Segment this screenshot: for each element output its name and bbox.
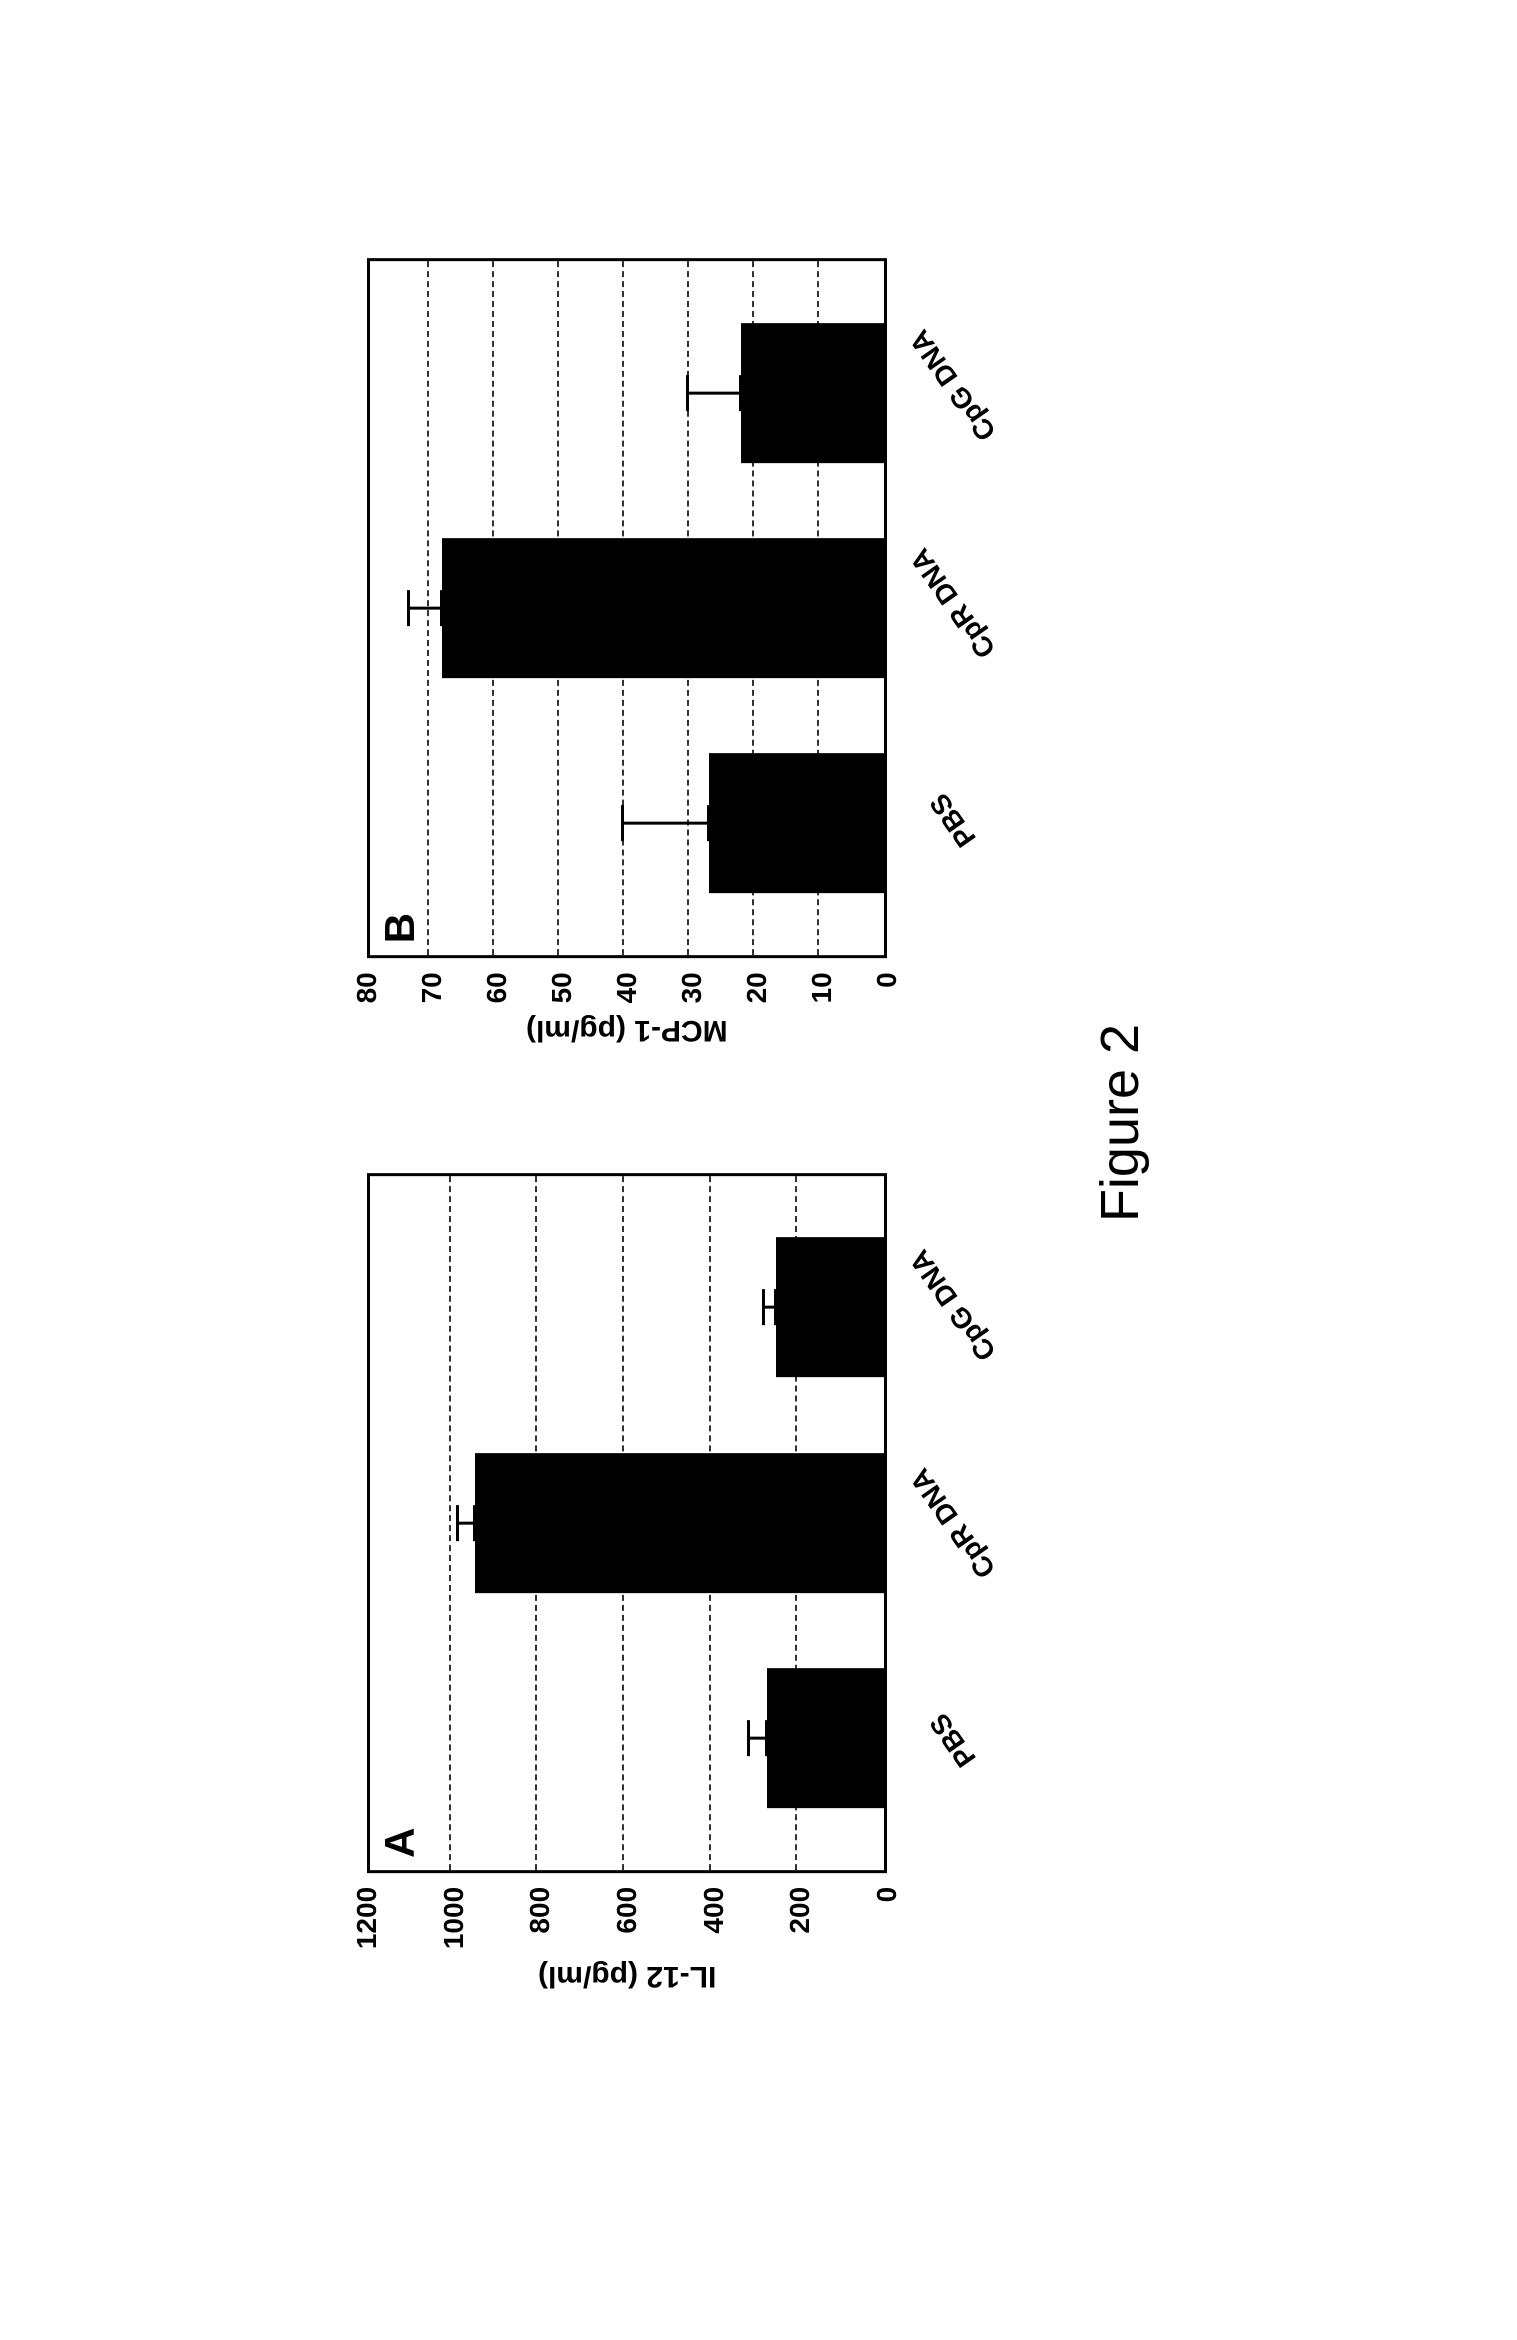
error-bar-cap: [440, 590, 443, 626]
chart-a-x-labels-container: PBSCpR DNACpG DNA: [887, 1173, 969, 1993]
chart-b-x-labels: PBSCpR DNACpG DNA: [937, 253, 969, 953]
error-bar-cap: [472, 1505, 475, 1541]
spacer: [887, 1893, 969, 1993]
bar: [767, 1668, 884, 1808]
y-tick-label: 200: [784, 1879, 816, 1934]
y-tick-label: 40: [611, 964, 643, 1003]
bar: [775, 1238, 883, 1378]
y-tick-label: 600: [610, 1879, 642, 1934]
chart-b-y-axis: 80706050403020100: [367, 964, 887, 1003]
y-tick-label: 10: [806, 964, 838, 1003]
y-tick-label: 400: [697, 1879, 729, 1934]
chart-a-bars: [370, 1176, 884, 1870]
chart-b-x-labels-container: PBSCpR DNACpG DNA: [887, 253, 969, 1053]
chart-b-body: MCP-1 (pg/ml) 80706050403020100 B: [367, 258, 887, 1047]
chart-b-plot-area: B: [367, 258, 887, 958]
error-bar-cap: [621, 806, 624, 842]
chart-a-plot-area: A: [367, 1173, 887, 1873]
spacer: [887, 953, 969, 1053]
y-tick-label: 80: [351, 964, 383, 1003]
error-bar-cap: [706, 806, 709, 842]
error-bar-cap: [761, 1290, 764, 1326]
chart-a-y-axis: 120010008006004002000: [367, 1879, 887, 1949]
error-bar-cap: [765, 1720, 768, 1756]
y-tick-label: 30: [676, 964, 708, 1003]
x-axis-label: CpR DNA: [899, 537, 1006, 670]
error-bar-cap: [686, 375, 689, 411]
error-bar-cap: [456, 1505, 459, 1541]
error-bar: [689, 392, 741, 395]
y-tick-label: 50: [546, 964, 578, 1003]
y-tick-label: 1000: [437, 1879, 469, 1949]
bar: [708, 754, 884, 894]
chart-a-wrapper: IL-12 (pg/ml) 120010008006004002000 A PB…: [367, 1173, 969, 1993]
chart-b-wrapper: MCP-1 (pg/ml) 80706050403020100 B PBSCpR…: [367, 253, 969, 1053]
y-tick-label: 800: [524, 1879, 556, 1934]
error-bar-cap: [406, 590, 409, 626]
error-bar: [624, 822, 709, 825]
error-bar: [749, 1737, 766, 1740]
charts-row: IL-12 (pg/ml) 120010008006004002000 A PB…: [367, 253, 969, 1993]
error-bar-cap: [746, 1720, 749, 1756]
error-bar-cap: [773, 1290, 776, 1326]
chart-a-x-labels: PBSCpR DNACpG DNA: [937, 1173, 969, 1873]
x-axis-label: CpR DNA: [899, 1457, 1006, 1590]
bar: [442, 538, 884, 678]
figure-title: Figure 2: [1089, 1024, 1151, 1222]
chart-a-ylabel: IL-12 (pg/ml): [537, 1959, 715, 1993]
y-tick-label: 20: [741, 964, 773, 1003]
error-bar-cap: [739, 375, 742, 411]
bar: [474, 1453, 884, 1593]
chart-b-ylabel: MCP-1 (pg/ml): [526, 1014, 728, 1048]
x-axis-label: CpG DNA: [899, 319, 1006, 452]
error-bar: [409, 607, 442, 610]
bar: [741, 323, 884, 463]
x-axis-label: PBS: [899, 1674, 1006, 1807]
figure-container: IL-12 (pg/ml) 120010008006004002000 A PB…: [367, 253, 1151, 1993]
x-axis-label: PBS: [899, 754, 1006, 887]
y-tick-label: 1200: [351, 1879, 383, 1949]
chart-b-bars: [370, 261, 884, 955]
chart-a-body: IL-12 (pg/ml) 120010008006004002000 A: [367, 1173, 887, 1993]
y-tick-label: 60: [481, 964, 513, 1003]
x-axis-label: CpG DNA: [899, 1239, 1006, 1372]
y-tick-label: 70: [416, 964, 448, 1003]
